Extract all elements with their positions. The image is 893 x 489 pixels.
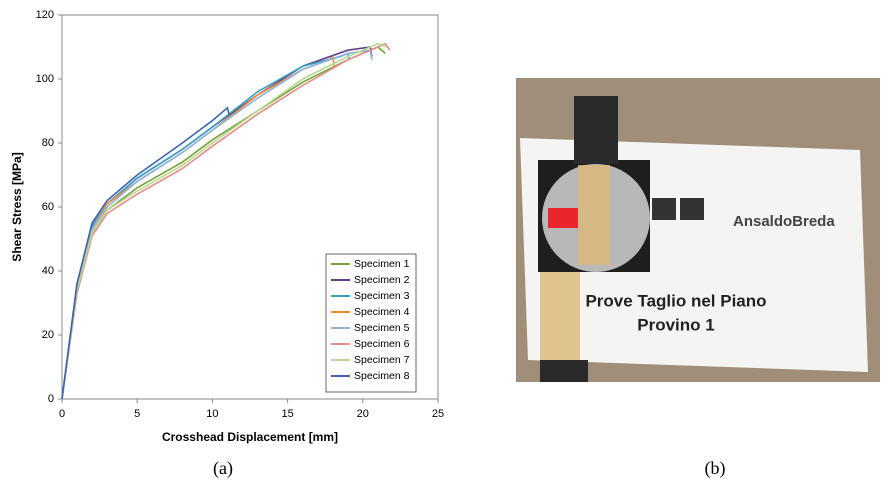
legend-box	[325, 253, 417, 393]
data-line	[61, 54, 336, 400]
x-tick-label: 10	[206, 408, 218, 420]
y-tick-label: 60	[42, 201, 54, 213]
photo-text: Prove Taglio nel Piano	[585, 291, 766, 310]
x-tick-label: 0	[59, 408, 65, 420]
data-line	[61, 52, 351, 400]
data-line	[61, 106, 230, 400]
y-tick-label: 80	[42, 137, 54, 149]
y-tick-label: 120	[36, 9, 54, 21]
photo-text: Provino 1	[637, 315, 714, 334]
x-tick-label: 25	[432, 408, 444, 420]
x-tick-label: 5	[134, 408, 140, 420]
legend-label: Specimen 2	[354, 274, 410, 286]
y-tick-label: 20	[42, 329, 54, 341]
logo-mark	[652, 198, 676, 220]
logo-mark	[680, 198, 704, 220]
grip-bottom	[540, 360, 588, 382]
caption: (a)	[213, 458, 233, 479]
legend-label: Specimen 4	[354, 306, 410, 318]
y-tick-label: 0	[48, 393, 54, 405]
red-tab	[548, 208, 578, 228]
x-tick-label: 15	[281, 408, 293, 420]
legend-label: Specimen 5	[354, 322, 410, 334]
legend-label: Specimen 7	[354, 354, 410, 366]
legend-label: Specimen 3	[354, 290, 410, 302]
legend-label: Specimen 1	[354, 258, 410, 270]
x-axis-label: Crosshead Displacement [mm]	[162, 430, 338, 444]
grip-top	[574, 96, 618, 164]
y-tick-label: 40	[42, 265, 54, 277]
y-axis-label: Shear Stress [MPa]	[10, 152, 24, 261]
data-line	[61, 46, 373, 400]
x-tick-label: 20	[357, 408, 369, 420]
photo: AnsaldoBreda Prove Taglio nel Piano Prov…	[516, 78, 880, 382]
caption: (b)	[705, 458, 726, 479]
legend-label: Specimen 6	[354, 338, 410, 350]
specimen	[578, 165, 610, 265]
data-line	[61, 42, 388, 400]
data-line	[61, 49, 373, 400]
photo-text: AnsaldoBreda	[733, 213, 835, 230]
data-line	[61, 42, 391, 400]
specimen-bottom	[540, 272, 580, 362]
legend-label: Specimen 8	[354, 370, 410, 382]
y-tick-label: 100	[36, 73, 54, 85]
